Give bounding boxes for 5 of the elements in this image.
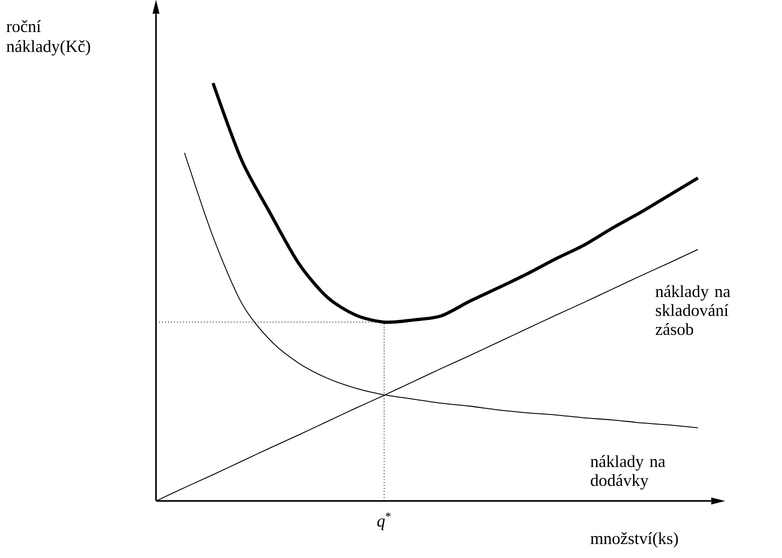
series-label: náklady na skladování zásob bbox=[656, 285, 730, 335]
series-label: náklady na dodávky bbox=[590, 455, 666, 490]
x-axis-title: množství(ks) bbox=[590, 532, 678, 548]
text: q$^{*}$ bbox=[377, 512, 391, 530]
y-axis-title: roční náklady(Kč) bbox=[6, 20, 90, 56]
